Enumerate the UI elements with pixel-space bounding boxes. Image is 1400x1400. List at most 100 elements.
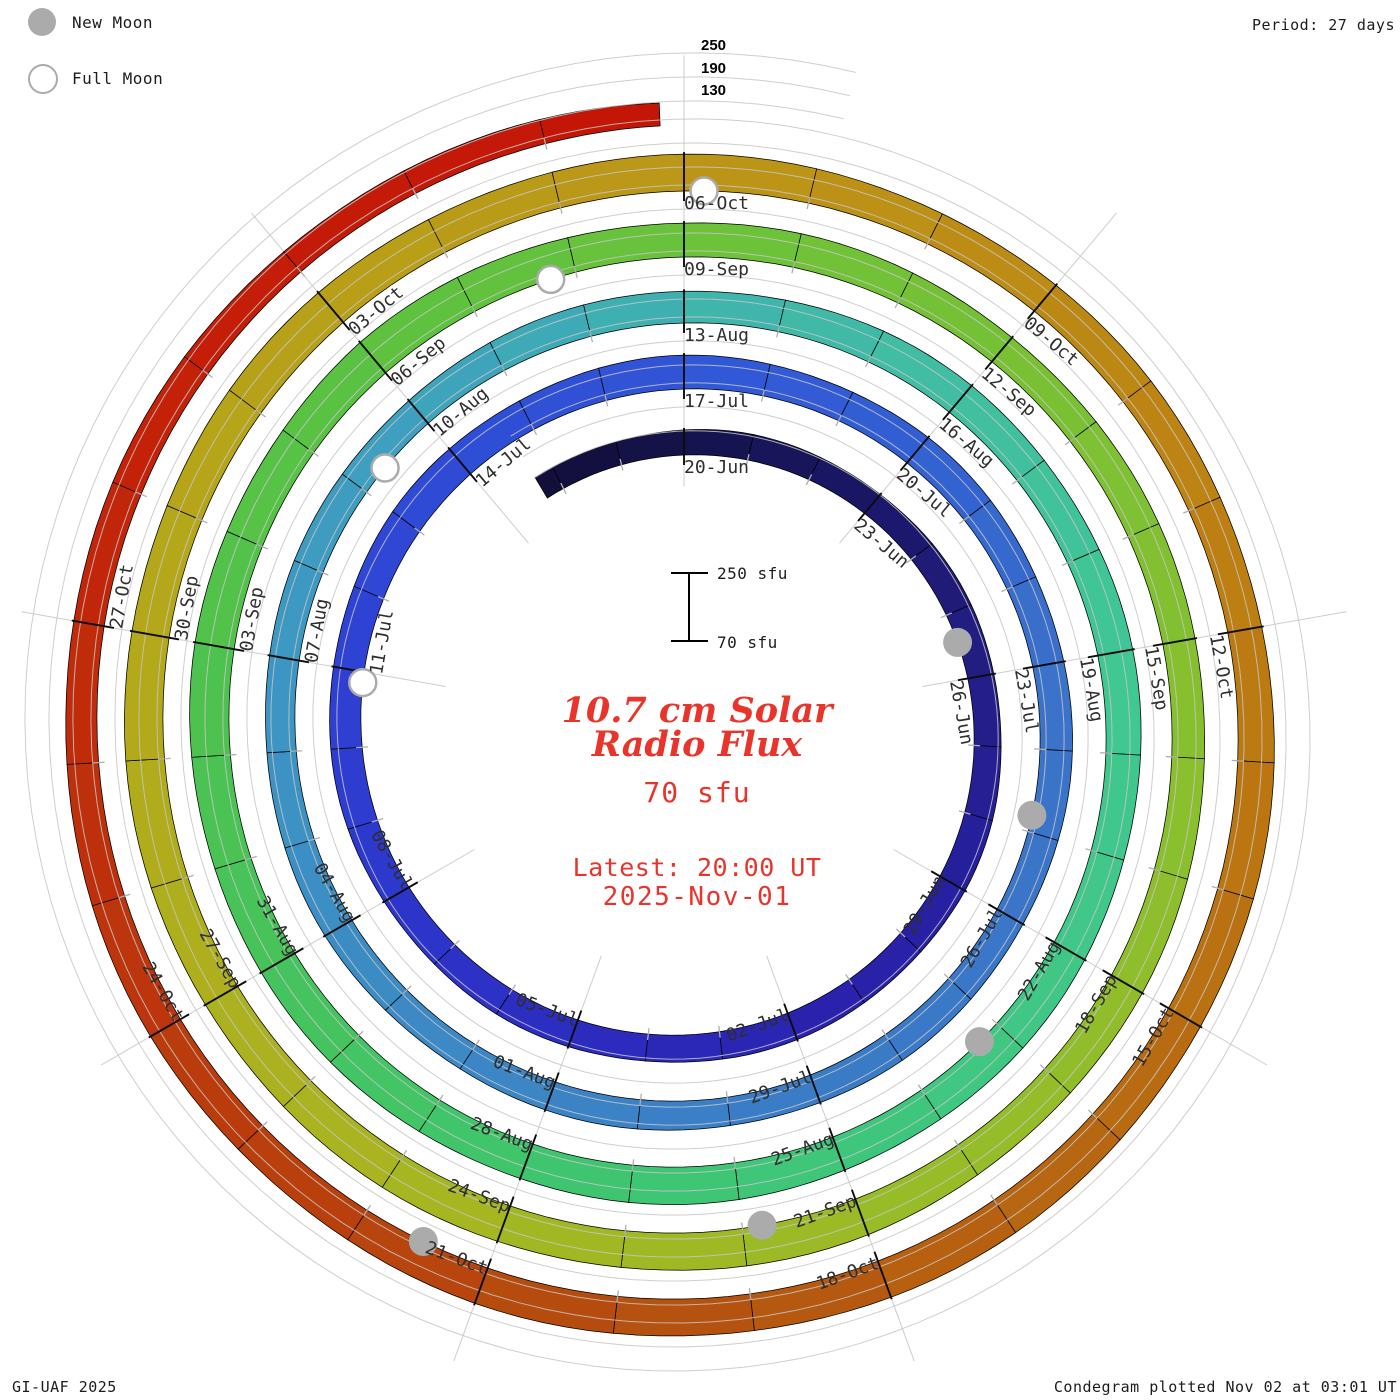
date-tick	[267, 654, 310, 664]
flux-band-day-segment	[683, 354, 771, 397]
flux-band-day-segment	[598, 354, 685, 401]
flux-band-day-segment	[747, 434, 821, 481]
day-tick	[118, 893, 131, 899]
day-tick	[435, 1094, 444, 1106]
day-tick	[623, 1224, 627, 1237]
full-moon-marker	[689, 176, 719, 206]
date-tick	[406, 398, 436, 432]
full-moon-marker	[348, 667, 378, 698]
latest-date: 2025-Nov-01	[602, 882, 792, 912]
flux-band-day-segment	[474, 1267, 619, 1334]
day-tick	[543, 137, 548, 150]
day-tick	[356, 746, 369, 749]
day-tick	[1231, 759, 1244, 762]
date-tick	[899, 435, 931, 472]
date-tick	[1102, 969, 1145, 995]
day-tick	[619, 458, 624, 471]
flux-band-day-segment	[539, 102, 661, 145]
date-tick	[873, 1251, 893, 1300]
day-tick	[639, 1093, 642, 1106]
date-tick	[850, 1189, 870, 1237]
day-tick	[806, 197, 811, 210]
date-tick	[566, 1010, 583, 1049]
day-tick	[745, 454, 750, 466]
flux-band-day-segment	[265, 654, 300, 754]
date-tick	[322, 914, 362, 938]
day-tick	[1165, 755, 1178, 758]
date-tick	[1022, 660, 1066, 670]
flux-band-day-segment	[832, 1089, 942, 1171]
flux-band-day-segment	[808, 456, 881, 514]
flux-band-day-segment	[330, 746, 378, 830]
day-tick	[835, 415, 842, 427]
day-tick	[1085, 848, 1098, 853]
day-tick	[631, 1159, 635, 1172]
day-tick	[1022, 829, 1034, 834]
day-tick	[306, 1075, 316, 1086]
flux-band-day-segment	[1110, 868, 1189, 994]
day-tick	[363, 1204, 371, 1216]
date-label: 13-Aug	[684, 325, 749, 346]
day-tick	[1039, 1064, 1050, 1074]
day-tick	[354, 1030, 364, 1040]
day-tick	[1148, 866, 1161, 872]
day-tick	[245, 855, 257, 861]
day-tick	[940, 612, 953, 619]
day-tick	[943, 973, 954, 983]
flux-band-day-segment	[1032, 661, 1073, 752]
new-moon-marker	[964, 1027, 994, 1057]
flux-band-day-segment	[191, 754, 252, 870]
date-tick	[129, 629, 180, 641]
flux-band-day-segment	[65, 620, 105, 765]
date-tick	[1045, 936, 1087, 962]
date-tick	[783, 1003, 799, 1042]
flux-band-day-segment	[620, 1227, 748, 1271]
date-tick	[148, 1013, 190, 1039]
flux-axis-tick-250: 250	[701, 37, 727, 54]
flux-gridline-130	[72, 100, 1263, 1324]
day-tick	[290, 750, 303, 753]
day-tick	[135, 491, 147, 498]
flux-axis-tick-130: 130	[701, 82, 727, 99]
flux-band-day-segment	[518, 367, 607, 431]
flux-band-day-segment	[226, 429, 315, 548]
flux-band-day-segment	[787, 978, 865, 1041]
day-tick	[308, 836, 321, 842]
flux-band-day-segment	[644, 1031, 724, 1063]
day-tick	[573, 266, 578, 279]
day-tick	[616, 1290, 619, 1303]
date-tick	[1217, 625, 1264, 636]
day-tick	[805, 474, 813, 486]
day-tick	[1122, 533, 1134, 540]
center-annotation: 10.7 cm Solar Radio Flux 70 sfu Latest: …	[477, 690, 917, 912]
flux-band-day-segment	[867, 330, 973, 413]
date-label: 17-Jul	[684, 391, 749, 412]
flux-gridline-190	[48, 76, 1287, 1348]
date-tick	[543, 1072, 560, 1113]
date-label: 06-Oct	[684, 193, 749, 214]
credit-label: GI-UAF 2025	[12, 1378, 117, 1396]
day-tick	[733, 1156, 737, 1169]
date-tick	[495, 1196, 515, 1244]
flux-band-day-segment	[939, 812, 993, 892]
date-tick	[957, 672, 996, 682]
day-tick	[864, 356, 872, 368]
day-tick	[845, 974, 853, 985]
date-tick	[1152, 637, 1198, 647]
day-tick	[917, 1084, 926, 1096]
flux-band-day-segment	[583, 290, 685, 337]
date-tick	[984, 335, 1014, 370]
day-tick	[224, 753, 237, 756]
flux-band-day-segment	[854, 1144, 979, 1236]
flux-band-day-segment	[964, 745, 1002, 822]
day-tick	[256, 543, 269, 550]
day-tick	[560, 482, 567, 495]
day-tick	[646, 1028, 650, 1041]
day-tick	[1211, 885, 1224, 891]
chart-title-line1: 10.7 cm Solar	[561, 690, 833, 731]
flux-band-day-segment	[683, 429, 755, 461]
flux-band-day-segment	[1053, 849, 1125, 961]
flux-band-day-segment	[552, 441, 622, 490]
